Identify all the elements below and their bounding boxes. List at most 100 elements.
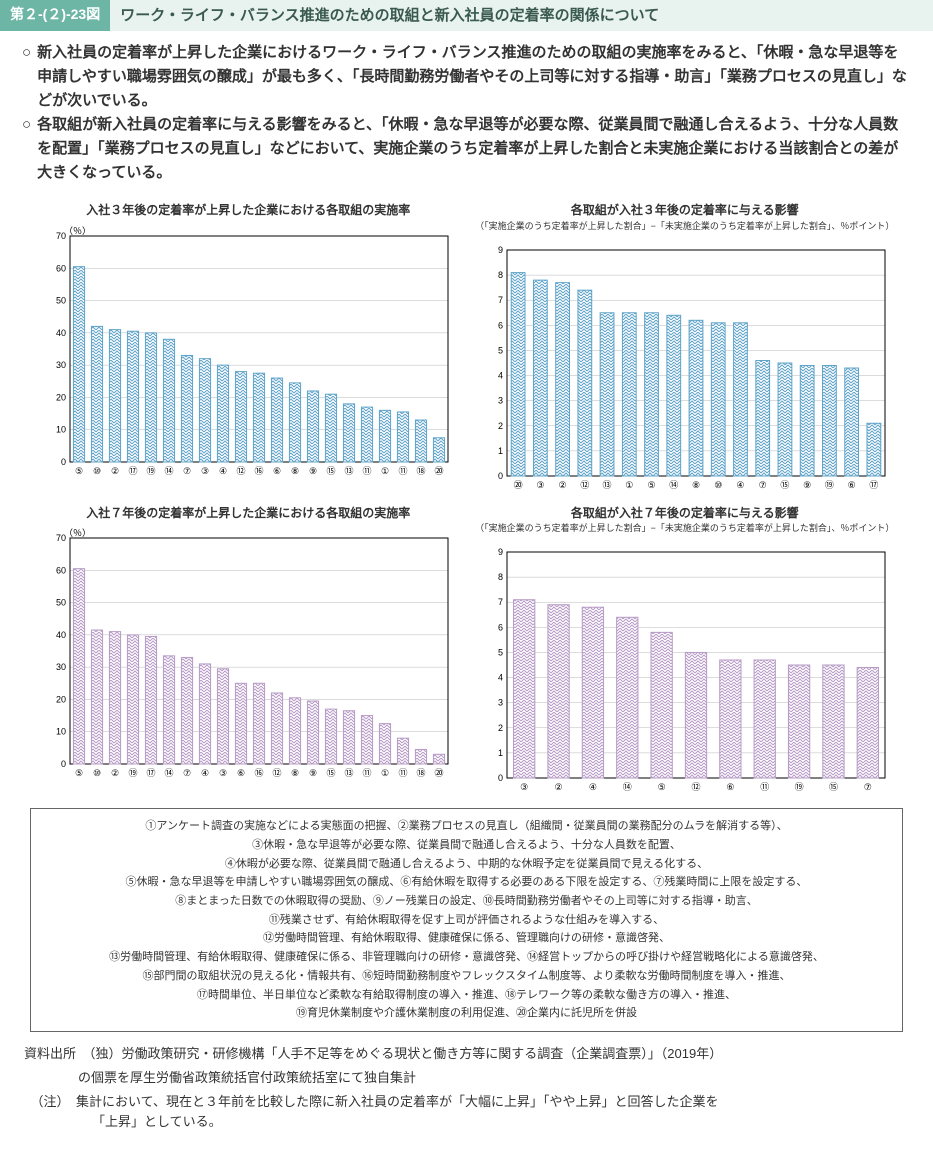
figure-title: ワーク・ライフ・バランス推進のための取組と新入社員の定着率の関係について: [110, 0, 933, 31]
svg-text:⑥: ⑥: [847, 480, 855, 490]
svg-text:④: ④: [736, 480, 744, 490]
svg-text:⑭: ⑭: [669, 480, 678, 490]
svg-text:70: 70: [56, 533, 66, 543]
source-label: 資料出所: [24, 1046, 76, 1061]
svg-text:⑳: ⑳: [513, 480, 522, 490]
svg-text:4: 4: [497, 673, 502, 683]
svg-text:⑬: ⑬: [344, 768, 353, 778]
svg-text:⑮: ⑮: [780, 480, 789, 490]
svg-text:⑧: ⑧: [691, 480, 699, 490]
chart-subtitle: （「実施企業のうち定着率が上昇した割合」−「未実施企業のうち定着率が上昇した割合…: [473, 522, 898, 536]
svg-text:①: ①: [381, 768, 389, 778]
svg-text:⑪: ⑪: [398, 466, 407, 476]
legend-line: ④休暇が必要な際、従業員間で融通し合えるよう、中期的な休暇予定を従業員間で見える…: [45, 855, 888, 874]
svg-text:⑭: ⑭: [622, 782, 631, 792]
svg-text:⑨: ⑨: [309, 466, 317, 476]
bullet-mark-icon: ○: [22, 41, 31, 113]
bullet-text: 各取組が新入社員の定着率に与える影響をみると、「休暇・急な早退等が必要な際、従業…: [37, 113, 911, 185]
svg-text:⑬: ⑬: [344, 466, 353, 476]
svg-text:⑨: ⑨: [309, 768, 317, 778]
svg-text:⑩: ⑩: [93, 466, 101, 476]
legend-line: ⑬労働時間管理、有給休暇取得、健康確保に係る、非管理職向けの研修・意識啓発、⑭経…: [45, 948, 888, 967]
figure-number: 第２-(２)-23図: [0, 0, 110, 31]
svg-text:⑪: ⑪: [362, 466, 371, 476]
svg-text:③: ③: [520, 782, 528, 792]
charts-grid: 入社３年後の定着率が上昇した企業における各取組の実施率 （％）010203040…: [0, 191, 933, 800]
svg-text:⑬: ⑬: [602, 480, 611, 490]
svg-text:⑤: ⑤: [657, 782, 665, 792]
svg-text:⑫: ⑫: [236, 466, 245, 476]
svg-text:⑰: ⑰: [146, 768, 155, 778]
svg-text:⑳: ⑳: [434, 768, 443, 778]
legend-line: ⑧まとまった日数での休暇取得の奨励、⑨ノー残業日の設定、⑩長時間勤務労働者やその…: [45, 892, 888, 911]
svg-text:⑭: ⑭: [164, 768, 173, 778]
svg-text:⑤: ⑤: [75, 466, 83, 476]
source-text: （独）労働政策研究・研修機構「人手不足等をめぐる現状と働き方等に関する調査（企業…: [89, 1046, 722, 1061]
svg-text:⑱: ⑱: [416, 466, 425, 476]
note-text-cont: 「上昇」としている。: [24, 1112, 909, 1132]
svg-text:⑮: ⑮: [828, 782, 837, 792]
svg-text:20: 20: [56, 392, 66, 402]
svg-text:⑦: ⑦: [183, 466, 191, 476]
chart-title: 各取組が入社７年後の定着率に与える影響: [473, 504, 898, 523]
svg-text:2: 2: [497, 421, 502, 431]
svg-text:⑮: ⑮: [326, 466, 335, 476]
svg-text:0: 0: [497, 773, 502, 783]
chart-bottom-left: 入社７年後の定着率が上昇した企業における各取組の実施率 （％）010203040…: [30, 498, 467, 801]
bar-chart: 0123456789⑳③②⑫⑬①⑤⑭⑧⑩④⑦⑮⑨⑲⑥⑰: [473, 236, 898, 496]
bar-chart: （％）010203040506070⑤⑩②⑲⑰⑭⑦④③⑥⑯⑫⑧⑨⑮⑬⑪①⑪⑱⑳: [36, 524, 461, 784]
svg-text:⑤: ⑤: [75, 768, 83, 778]
svg-text:④: ④: [588, 782, 596, 792]
legend-line: ⑪残業させず、有給休暇取得を促す上司が評価されるような仕組みを導入する、: [45, 911, 888, 930]
svg-text:2: 2: [497, 723, 502, 733]
svg-text:8: 8: [497, 572, 502, 582]
bullet-item: ○ 各取組が新入社員の定着率に与える影響をみると、「休暇・急な早退等が必要な際、…: [22, 113, 911, 185]
svg-text:①: ①: [625, 480, 633, 490]
source-citation-cont: の個票を厚生労働省政策統括官付政策統括室にて独自集計: [0, 1066, 933, 1090]
svg-text:（％）: （％）: [64, 528, 91, 538]
svg-text:（％）: （％）: [64, 226, 91, 236]
svg-text:9: 9: [497, 245, 502, 255]
svg-text:8: 8: [497, 270, 502, 280]
svg-text:0: 0: [61, 759, 66, 769]
svg-text:⑪: ⑪: [760, 782, 769, 792]
svg-text:10: 10: [56, 425, 66, 435]
source-citation: 資料出所 （独）労働政策研究・研修機構「人手不足等をめぐる現状と働き方等に関する…: [0, 1042, 933, 1066]
svg-text:③: ③: [201, 466, 209, 476]
chart-subtitle: （「実施企業のうち定着率が上昇した割合」−「未実施企業のうち定着率が上昇した割合…: [473, 220, 898, 234]
svg-text:⑥: ⑥: [237, 768, 245, 778]
svg-text:20: 20: [56, 695, 66, 705]
svg-text:6: 6: [497, 623, 502, 633]
svg-text:⑪: ⑪: [398, 768, 407, 778]
bar-chart: （％）010203040506070⑤⑩②⑰⑲⑭⑦③④⑫⑯⑥⑧⑨⑮⑬⑪①⑪⑱⑳: [36, 222, 461, 482]
svg-text:⑧: ⑧: [291, 466, 299, 476]
svg-text:30: 30: [56, 663, 66, 673]
svg-text:0: 0: [497, 471, 502, 481]
svg-text:9: 9: [497, 547, 502, 557]
svg-text:10: 10: [56, 727, 66, 737]
svg-text:⑨: ⑨: [803, 480, 811, 490]
svg-text:⑳: ⑳: [434, 466, 443, 476]
legend-line: ⑤休暇・急な早退等を申請しやすい職場雰囲気の醸成、⑥有給休暇を取得する必要のある…: [45, 873, 888, 892]
svg-text:⑧: ⑧: [291, 768, 299, 778]
svg-text:⑦: ⑦: [183, 768, 191, 778]
summary-bullets: ○ 新入社員の定着率が上昇した企業におけるワーク・ライフ・バランス推進のための取…: [0, 31, 933, 191]
svg-text:7: 7: [497, 598, 502, 608]
svg-text:⑦: ⑦: [863, 782, 871, 792]
svg-text:⑰: ⑰: [869, 480, 878, 490]
note: （注） 集計において、現在と３年前を比較した際に新入社員の定着率が「大幅に上昇」…: [0, 1090, 933, 1142]
svg-text:4: 4: [497, 370, 502, 380]
svg-text:3: 3: [497, 698, 502, 708]
svg-text:⑪: ⑪: [362, 768, 371, 778]
bullet-mark-icon: ○: [22, 113, 31, 185]
svg-text:⑩: ⑩: [93, 768, 101, 778]
svg-text:⑲: ⑲: [146, 466, 155, 476]
legend-line: ⑫労働時間管理、有給休暇取得、健康確保に係る、管理職向けの研修・意識啓発、: [45, 929, 888, 948]
svg-text:⑫: ⑫: [580, 480, 589, 490]
svg-text:⑤: ⑤: [647, 480, 655, 490]
svg-text:⑯: ⑯: [254, 466, 263, 476]
svg-text:⑲: ⑲: [128, 768, 137, 778]
svg-text:①: ①: [381, 466, 389, 476]
svg-text:④: ④: [201, 768, 209, 778]
svg-text:⑥: ⑥: [726, 782, 734, 792]
